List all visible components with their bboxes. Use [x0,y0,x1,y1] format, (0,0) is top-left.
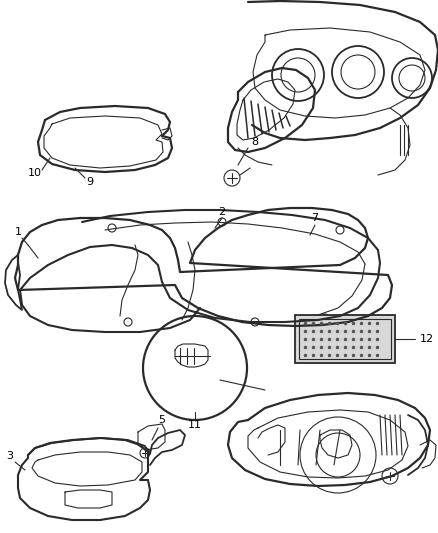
Circle shape [224,170,240,186]
Bar [295,315,395,363]
Text: 3: 3 [7,451,14,461]
Text: 2: 2 [219,207,226,217]
Text: 1: 1 [14,227,21,237]
Text: 5: 5 [159,415,166,425]
Circle shape [382,468,398,484]
Circle shape [140,448,150,458]
Text: 11: 11 [188,420,202,430]
Text: 8: 8 [251,137,258,147]
Text: 10: 10 [28,168,42,178]
Text: 9: 9 [86,177,94,187]
Bar [299,319,391,359]
Text: 12: 12 [420,334,434,344]
Text: 7: 7 [311,213,318,223]
